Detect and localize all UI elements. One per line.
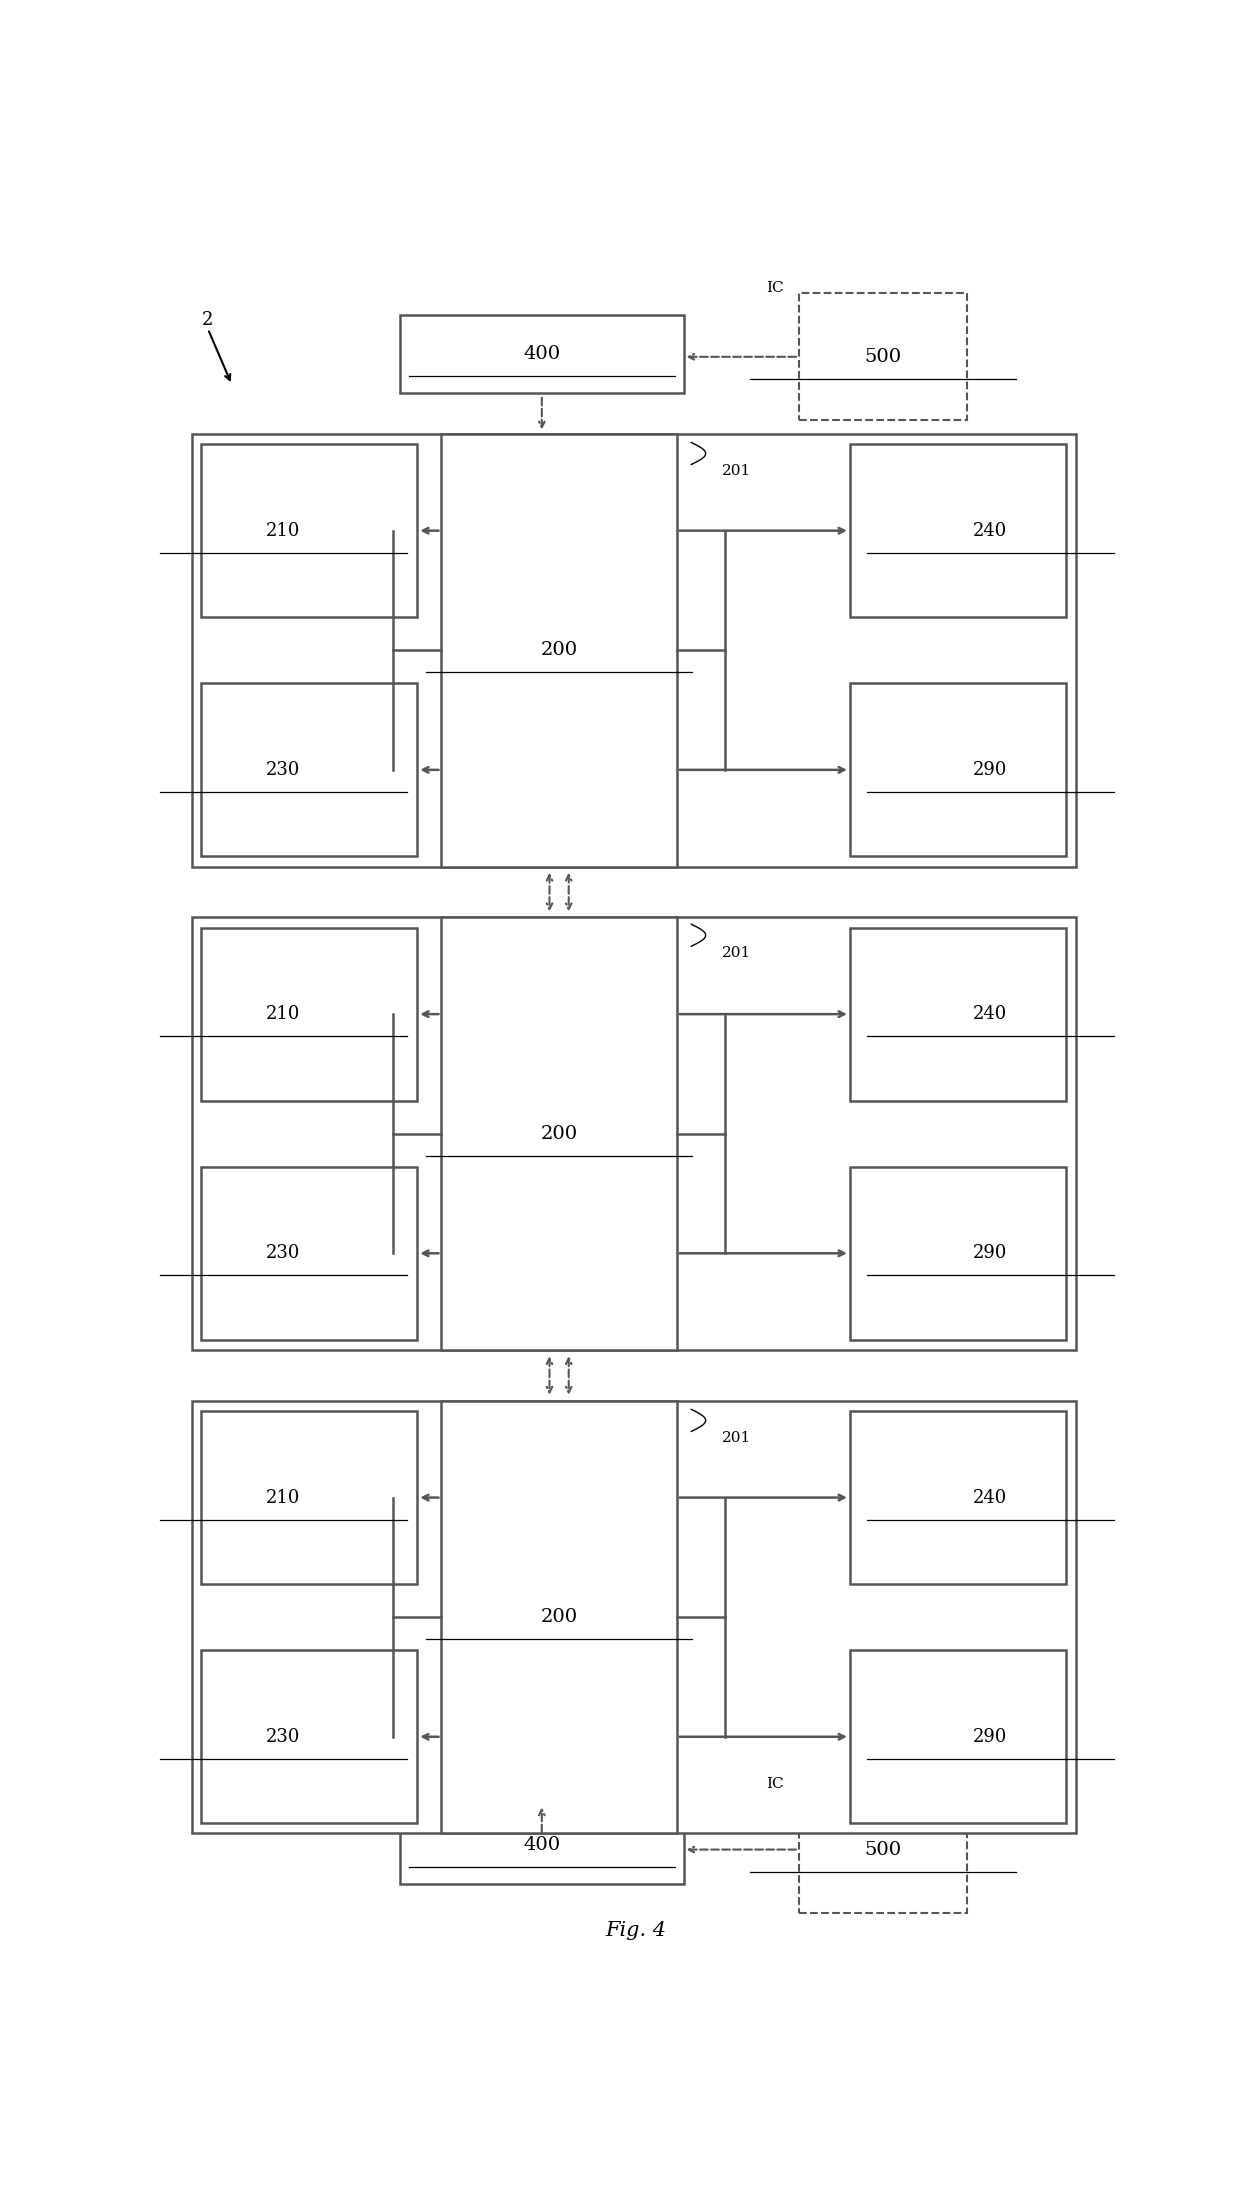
Bar xyxy=(191,1401,1075,1833)
Text: IC: IC xyxy=(766,282,784,295)
Text: 240: 240 xyxy=(973,1005,1007,1022)
Text: IC: IC xyxy=(766,1778,784,1791)
Text: 230: 230 xyxy=(267,1727,300,1745)
Bar xyxy=(201,927,418,1102)
Text: 230: 230 xyxy=(267,760,300,780)
Text: 240: 240 xyxy=(973,522,1007,540)
Text: 2: 2 xyxy=(202,311,213,328)
Text: 200: 200 xyxy=(541,1126,578,1143)
Text: 210: 210 xyxy=(267,1489,300,1507)
Text: 210: 210 xyxy=(267,1005,300,1022)
Text: 290: 290 xyxy=(973,760,1008,780)
Text: 201: 201 xyxy=(722,945,751,961)
Text: 400: 400 xyxy=(523,346,560,363)
Text: 230: 230 xyxy=(267,1245,300,1262)
Text: 201: 201 xyxy=(722,1432,751,1445)
Bar xyxy=(849,683,1066,857)
Bar xyxy=(201,445,418,617)
Text: 290: 290 xyxy=(973,1727,1008,1745)
Bar xyxy=(201,1168,418,1339)
Text: 290: 290 xyxy=(973,1245,1008,1262)
Bar xyxy=(441,916,677,1350)
Text: 201: 201 xyxy=(722,465,751,478)
Bar xyxy=(849,1168,1066,1339)
Text: 210: 210 xyxy=(267,522,300,540)
Bar xyxy=(849,1412,1066,1584)
Bar xyxy=(849,927,1066,1102)
Text: 240: 240 xyxy=(973,1489,1007,1507)
Bar xyxy=(849,445,1066,617)
Bar xyxy=(201,1650,418,1824)
Text: 200: 200 xyxy=(541,1608,578,1626)
Bar xyxy=(201,683,418,857)
Text: 200: 200 xyxy=(541,641,578,659)
Text: Fig. 4: Fig. 4 xyxy=(605,1921,666,1939)
Bar xyxy=(441,1401,677,1833)
Bar xyxy=(201,1412,418,1584)
Bar xyxy=(401,315,683,394)
Bar xyxy=(799,1787,967,1912)
Text: 500: 500 xyxy=(864,348,901,366)
Text: 500: 500 xyxy=(864,1840,901,1859)
Bar xyxy=(849,1650,1066,1824)
Bar xyxy=(191,916,1075,1350)
Bar xyxy=(191,434,1075,866)
Bar xyxy=(441,434,677,866)
Bar xyxy=(799,293,967,421)
Text: 400: 400 xyxy=(523,1837,560,1855)
Bar xyxy=(401,1806,683,1884)
